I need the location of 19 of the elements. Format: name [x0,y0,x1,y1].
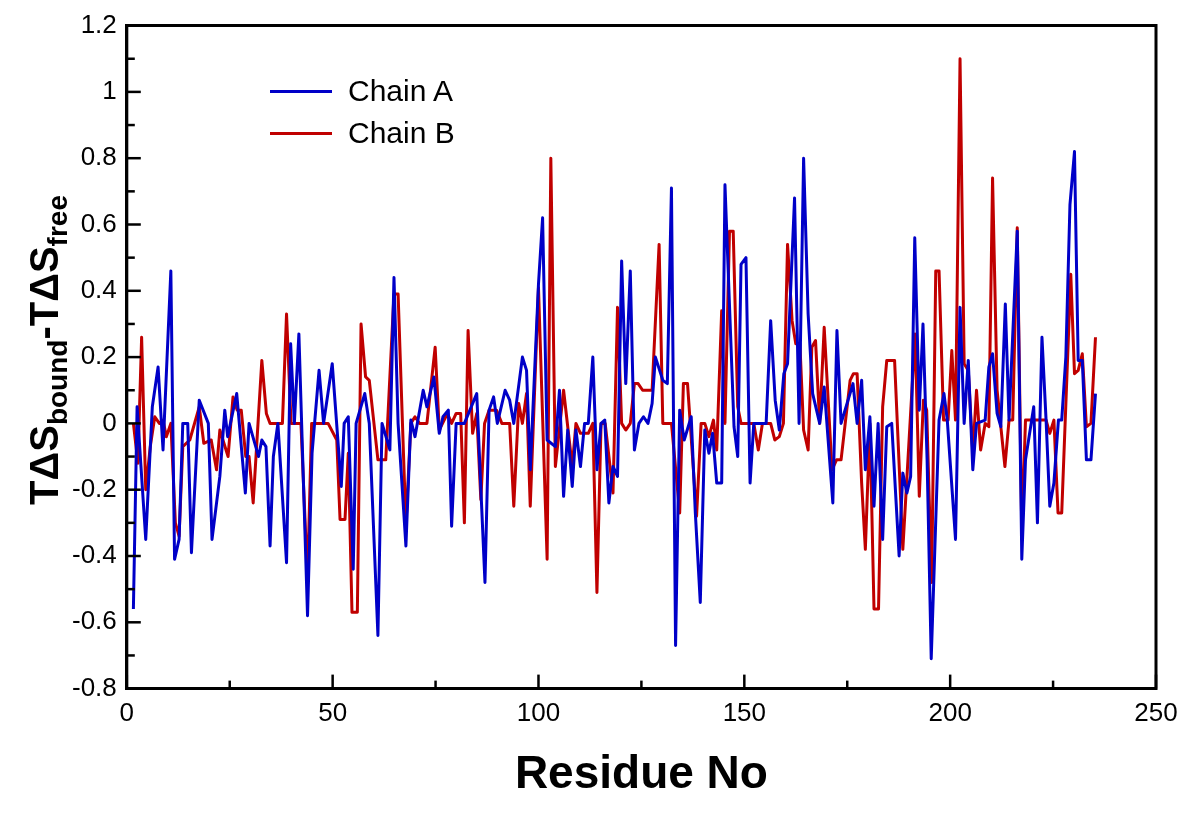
x-tick-label: 100 [516,697,561,728]
y-tick-label: -0.6 [71,605,117,636]
x-tick-label: 150 [722,697,767,728]
y-tick-label: -0.8 [71,671,117,702]
y-tick-label: 0 [102,406,117,437]
x-tick-label: 50 [318,697,348,728]
legend-label: Chain A [348,74,454,108]
y-tick-label: -0.4 [71,539,117,570]
x-axis-title: Residue No [514,746,768,799]
y-tick-label: 0.6 [80,207,117,238]
legend-label: Chain B [348,116,455,150]
x-tick-label: 200 [928,697,972,728]
x-tick-label: 250 [1134,697,1178,728]
y-tick-label: -0.2 [71,472,117,503]
y-tick-label: 1.2 [80,8,117,39]
y-tick-label: 0.4 [80,273,117,304]
y-tick-label: 0.2 [80,340,117,371]
y-tick-label: 1 [102,75,117,106]
y-tick-label: 0.8 [80,141,117,172]
